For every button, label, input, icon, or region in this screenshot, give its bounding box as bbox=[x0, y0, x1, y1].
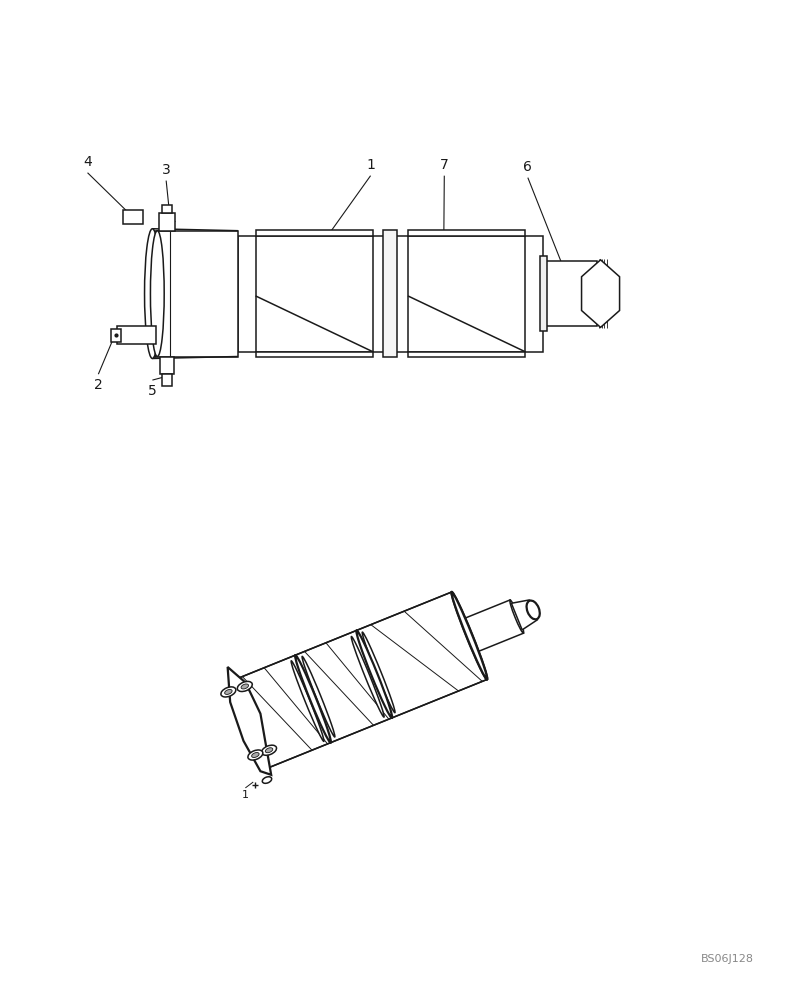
Ellipse shape bbox=[251, 753, 259, 758]
Ellipse shape bbox=[265, 748, 273, 753]
Polygon shape bbox=[233, 655, 330, 768]
Bar bbox=[545, 261, 596, 326]
Bar bbox=[123, 210, 142, 224]
Bar bbox=[408, 230, 525, 236]
Bar bbox=[408, 352, 525, 357]
Bar bbox=[117, 326, 156, 344]
Bar bbox=[383, 230, 397, 357]
Bar bbox=[255, 230, 372, 236]
Ellipse shape bbox=[356, 630, 392, 718]
Bar bbox=[162, 374, 172, 386]
Polygon shape bbox=[582, 260, 620, 327]
Text: 3: 3 bbox=[162, 163, 170, 177]
Ellipse shape bbox=[262, 745, 276, 755]
Text: 7: 7 bbox=[440, 158, 448, 172]
Bar bbox=[238, 236, 390, 352]
Polygon shape bbox=[228, 667, 271, 775]
Ellipse shape bbox=[452, 592, 487, 679]
Bar bbox=[162, 205, 172, 213]
Polygon shape bbox=[463, 600, 524, 652]
Polygon shape bbox=[511, 600, 537, 630]
Bar bbox=[255, 352, 372, 357]
Bar bbox=[390, 236, 543, 352]
Text: 1: 1 bbox=[366, 158, 375, 172]
Ellipse shape bbox=[145, 229, 160, 358]
Ellipse shape bbox=[362, 632, 395, 713]
Bar bbox=[540, 256, 548, 331]
Bar bbox=[160, 357, 174, 374]
Bar bbox=[153, 231, 238, 357]
Ellipse shape bbox=[452, 592, 487, 679]
Ellipse shape bbox=[291, 661, 324, 741]
Ellipse shape bbox=[302, 656, 335, 737]
Polygon shape bbox=[296, 630, 392, 743]
Ellipse shape bbox=[527, 601, 540, 619]
Ellipse shape bbox=[233, 680, 268, 768]
Text: 4: 4 bbox=[83, 155, 92, 169]
Ellipse shape bbox=[238, 681, 252, 692]
Ellipse shape bbox=[263, 777, 271, 783]
Ellipse shape bbox=[510, 600, 524, 633]
Bar bbox=[112, 329, 121, 342]
Text: 2: 2 bbox=[94, 378, 103, 392]
Text: 1: 1 bbox=[242, 790, 249, 800]
Bar bbox=[159, 213, 175, 231]
Ellipse shape bbox=[351, 637, 384, 717]
Ellipse shape bbox=[150, 231, 164, 357]
Text: 6: 6 bbox=[524, 160, 532, 174]
Ellipse shape bbox=[241, 684, 249, 689]
Ellipse shape bbox=[295, 655, 331, 743]
Polygon shape bbox=[356, 592, 487, 718]
Ellipse shape bbox=[221, 687, 236, 697]
Ellipse shape bbox=[225, 689, 232, 694]
Text: BS06J128: BS06J128 bbox=[701, 954, 754, 964]
Ellipse shape bbox=[248, 750, 263, 760]
Text: 5: 5 bbox=[148, 384, 157, 398]
